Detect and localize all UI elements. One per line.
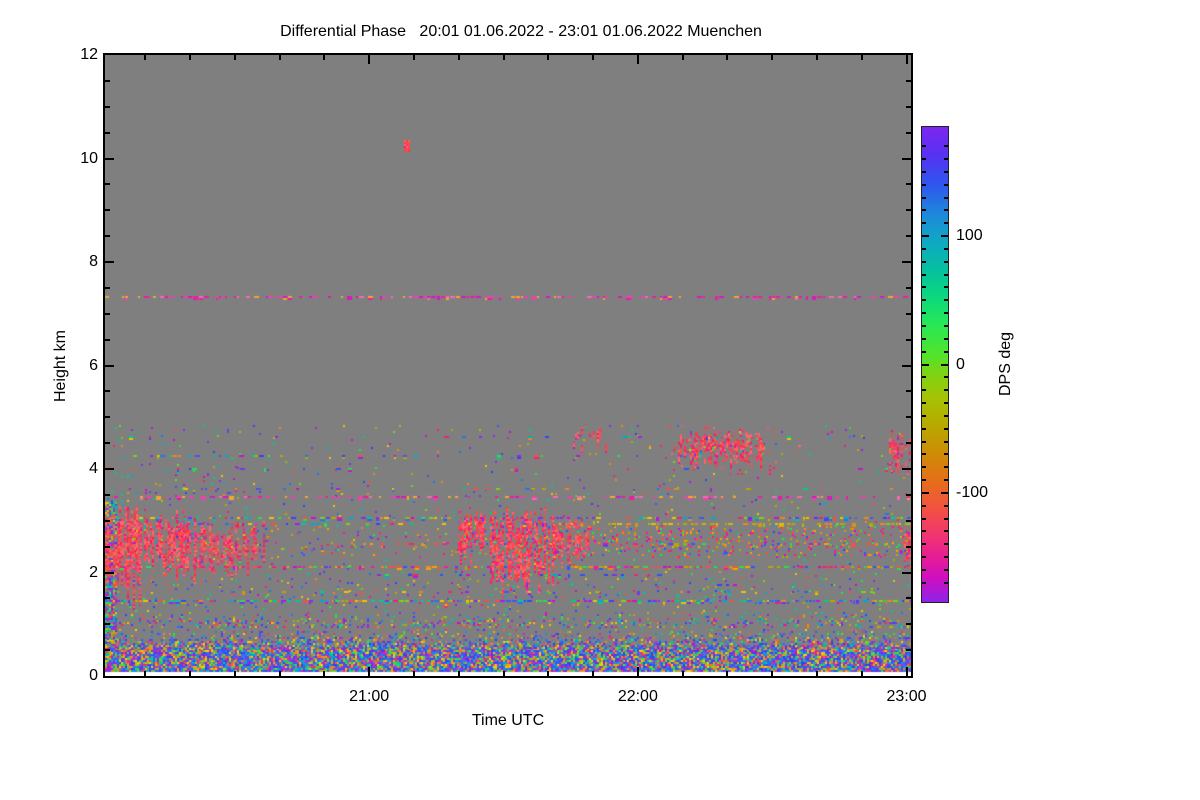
colorbar-tick-mark [944, 518, 948, 520]
colorbar-tick-mark [944, 415, 948, 417]
colorbar-tick-mark [922, 492, 929, 494]
colorbar-tick-mark [922, 389, 926, 391]
colorbar-tick-mark [944, 261, 948, 263]
colorbar-tick-mark [922, 312, 926, 314]
y-tick-label: 4 [89, 460, 98, 477]
colorbar-tick-mark [922, 518, 926, 520]
colorbar [921, 126, 949, 603]
colorbar-tick-mark [944, 389, 948, 391]
colorbar-tick-mark [922, 415, 926, 417]
colorbar-tick-mark [922, 184, 926, 186]
colorbar-tick-mark [922, 453, 926, 455]
colorbar-tick-mark [941, 364, 948, 366]
colorbar-tick-mark [941, 235, 948, 237]
colorbar-tick-mark [922, 441, 926, 443]
colorbar-tick-mark [944, 171, 948, 173]
x-tick-label: 22:00 [617, 688, 658, 705]
colorbar-tick-mark [944, 145, 948, 147]
y-tick-label: 12 [80, 46, 98, 63]
colorbar-tick-mark [944, 184, 948, 186]
colorbar-tick-mark [922, 402, 926, 404]
colorbar-tick-mark [922, 261, 926, 263]
colorbar-tick-label: -100 [956, 483, 989, 501]
colorbar-tick-mark [941, 492, 948, 494]
colorbar-tick-mark [944, 530, 948, 532]
colorbar-tick-mark [944, 402, 948, 404]
y-tick-label: 2 [89, 563, 98, 581]
colorbar-tick-mark [922, 530, 926, 532]
colorbar-tick-mark [922, 505, 926, 507]
colorbar-tick-mark [922, 351, 926, 353]
colorbar-tick-mark [944, 556, 948, 558]
colorbar-tick-mark [944, 466, 948, 468]
y-tick-label: 6 [89, 356, 98, 374]
colorbar-tick-mark [944, 286, 948, 288]
colorbar-tick-mark [922, 209, 926, 211]
colorbar-tick-mark [922, 364, 929, 366]
colorbar-tick-mark [944, 248, 948, 250]
colorbar-tick-mark [922, 274, 926, 276]
x-axis-label: Time UTC [471, 712, 545, 729]
y-tick-label: 0 [89, 667, 98, 684]
colorbar-tick-mark [944, 338, 948, 340]
colorbar-tick-mark [944, 158, 948, 160]
colorbar-tick-mark [944, 582, 948, 584]
colorbar-tick-mark [922, 582, 926, 584]
colorbar-tick-mark [922, 479, 926, 481]
colorbar-tick-mark [922, 466, 926, 468]
colorbar-tick-mark [922, 428, 926, 430]
colorbar-tick-mark [922, 556, 926, 558]
colorbar-tick-mark [922, 222, 926, 224]
heatmap-canvas [105, 55, 911, 676]
chart-title: Differential Phase 20:01 01.06.2022 - 23… [280, 23, 762, 40]
colorbar-tick-mark [922, 158, 926, 160]
colorbar-tick-mark [944, 453, 948, 455]
y-tick-label: 8 [89, 253, 98, 270]
colorbar-tick-mark [922, 235, 929, 237]
colorbar-tick-mark [944, 376, 948, 378]
colorbar-tick-mark [922, 197, 926, 199]
colorbar-tick-mark [944, 325, 948, 327]
colorbar-tick-mark [944, 569, 948, 571]
colorbar-tick-mark [944, 274, 948, 276]
colorbar-tick-mark [944, 312, 948, 314]
colorbar-tick-mark [944, 299, 948, 301]
colorbar-tick-mark [944, 543, 948, 545]
colorbar-tick-mark [922, 286, 926, 288]
colorbar-tick-mark [922, 338, 926, 340]
colorbar-tick-mark [944, 479, 948, 481]
colorbar-tick-mark [922, 248, 926, 250]
colorbar-label: DPS deg [997, 331, 1014, 397]
colorbar-tick-mark [922, 569, 926, 571]
y-tick-label: 10 [80, 149, 98, 167]
colorbar-tick-mark [944, 351, 948, 353]
colorbar-tick-mark [944, 505, 948, 507]
colorbar-tick-mark [944, 222, 948, 224]
colorbar-tick-mark [922, 325, 926, 327]
colorbar-tick-mark [944, 428, 948, 430]
colorbar-tick-label: 100 [956, 227, 983, 245]
colorbar-tick-mark [922, 171, 926, 173]
colorbar-tick-label: 0 [956, 355, 965, 373]
colorbar-tick-mark [944, 441, 948, 443]
colorbar-tick-mark [944, 197, 948, 199]
colorbar-tick-mark [922, 543, 926, 545]
x-tick-label: 21:00 [349, 688, 390, 705]
colorbar-tick-mark [922, 145, 926, 147]
x-tick-label: 23:00 [886, 688, 927, 705]
colorbar-tick-mark [922, 376, 926, 378]
colorbar-tick-mark [944, 209, 948, 211]
colorbar-tick-mark [922, 299, 926, 301]
